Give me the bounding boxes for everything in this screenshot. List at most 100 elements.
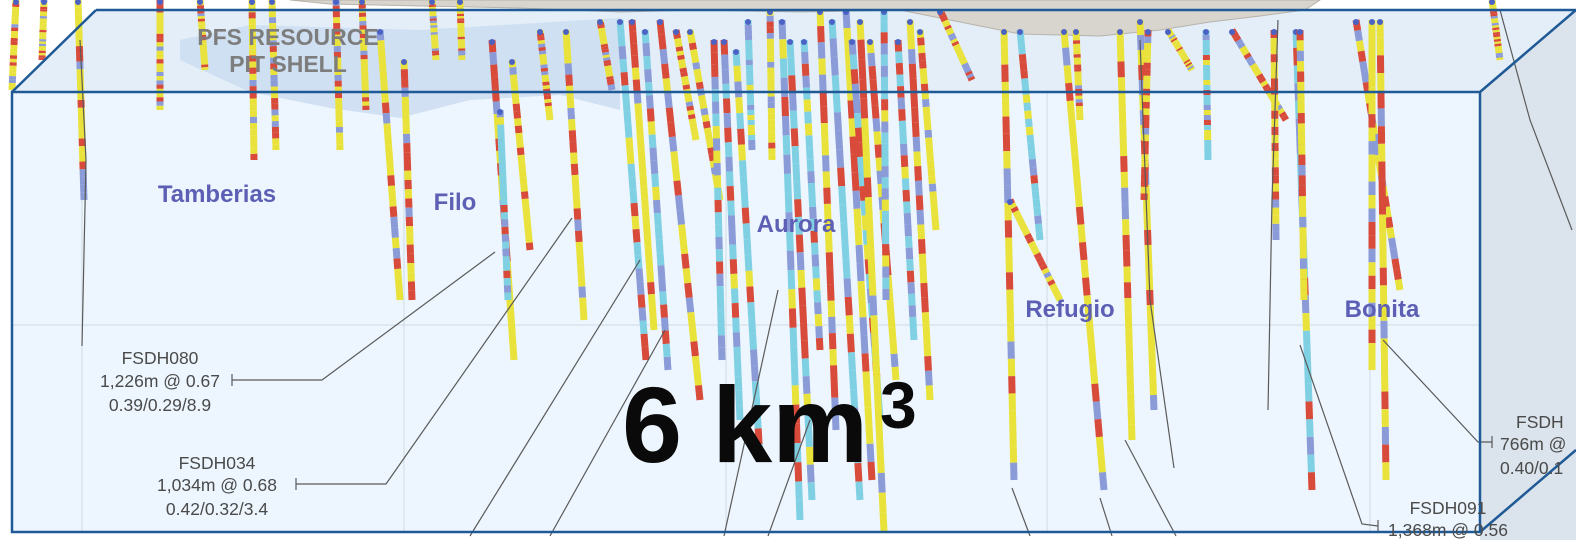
drillhole-segment <box>1175 45 1183 51</box>
drillhole-collar <box>857 19 863 25</box>
drillhole-segment <box>910 92 919 108</box>
drillhole-collar <box>497 109 503 115</box>
drillhole-segment <box>655 238 664 253</box>
drillhole-segment <box>1276 107 1285 115</box>
drillhole-segment <box>783 154 792 174</box>
drillhole-segment <box>928 183 937 192</box>
drillhole-segment <box>1024 110 1032 120</box>
drillhole-segment <box>908 293 916 306</box>
drillhole-segment <box>839 204 848 224</box>
drillhole-segment <box>1034 215 1042 225</box>
drillhole-segment <box>833 112 842 131</box>
drillhole-segment <box>784 173 792 194</box>
drillhole-segment <box>818 74 827 91</box>
drillhole-segment <box>702 120 711 129</box>
drillhole-segment <box>630 43 639 57</box>
drillhole-segment <box>1179 52 1187 58</box>
drillhole-segment <box>822 155 830 172</box>
drillhole-segment <box>815 337 824 351</box>
drillhole-segment <box>1028 240 1037 248</box>
drillhole-collar <box>1489 0 1495 5</box>
drillhole-segment <box>691 130 699 137</box>
drillhole-collar <box>657 19 663 25</box>
drillhole-segment <box>1302 330 1311 349</box>
drillhole-segment <box>645 258 654 271</box>
drillhole-segment <box>1047 279 1056 287</box>
drillhole-segment <box>818 58 826 75</box>
drillhole-segment <box>842 259 851 279</box>
drillhole-segment <box>661 63 670 79</box>
drillhole-segment <box>811 254 820 267</box>
drillhole-segment <box>915 195 924 211</box>
drillhole-segment <box>565 74 573 86</box>
drillhole-segment <box>904 224 912 237</box>
drillhole-segment <box>735 405 744 421</box>
drillhole-segment <box>657 265 666 279</box>
drillhole-segment <box>684 92 692 99</box>
drillhole-segment <box>1306 436 1315 455</box>
drillhole-segment <box>939 13 947 20</box>
drillhole-segment <box>658 278 667 292</box>
drillhole-segment <box>579 308 588 321</box>
drillhole-segment <box>864 407 873 426</box>
drillhole-collar <box>849 39 855 45</box>
drillhole-segment <box>742 223 751 240</box>
drillhole-segment <box>909 78 918 94</box>
drillhole-segment <box>725 156 734 172</box>
drillhole-segment <box>694 385 704 401</box>
drillhole-segment <box>788 308 797 328</box>
drillhole-segment <box>735 97 744 114</box>
drillhole-segment <box>677 54 685 61</box>
drillhole-segment <box>1372 144 1382 156</box>
drillhole-segment <box>854 226 863 246</box>
drillhole-segment <box>644 246 653 259</box>
drillhole-segment <box>813 290 822 303</box>
drillhole-segment <box>852 98 861 114</box>
drillhole-segment <box>659 48 669 65</box>
drillhole-segment <box>1393 268 1402 281</box>
drillhole-segment <box>653 212 662 227</box>
drillhole-segment <box>688 42 697 51</box>
drillhole-segment <box>507 310 515 324</box>
drillhole-segment <box>684 97 693 103</box>
drillhole-segment <box>694 75 703 83</box>
drillhole-segment <box>1094 418 1103 438</box>
drillhole-segment <box>888 327 897 342</box>
drillhole-segment <box>852 425 861 445</box>
drillhole-segment <box>858 299 867 318</box>
drillhole-segment <box>686 105 695 112</box>
drillhole-segment <box>1035 231 1044 241</box>
drillhole-segment <box>641 198 650 212</box>
drillhole-segment <box>635 268 644 282</box>
zone-label-refugio: Refugio <box>1025 296 1114 323</box>
drillhole-segment <box>691 55 700 64</box>
drillhole-segment <box>913 151 922 167</box>
drillhole-segment <box>570 163 579 176</box>
drillhole-segment <box>1019 61 1028 71</box>
drillhole-segment <box>779 39 787 59</box>
drillhole-segment <box>812 266 820 279</box>
drillhole-segment <box>1187 65 1195 71</box>
drillhole-segment <box>840 222 849 242</box>
drillhole-segment <box>898 109 906 121</box>
drillhole-segment <box>830 381 839 398</box>
drillhole-segment <box>930 198 938 208</box>
drillhole-segment <box>754 428 763 445</box>
drillhole-segment <box>728 229 737 245</box>
drillhole-collar <box>1353 19 1359 25</box>
drillhole-segment <box>620 72 629 86</box>
drillhole-segment <box>379 71 388 83</box>
drillhole-collar <box>1117 29 1123 35</box>
drillhole-segment <box>681 75 689 82</box>
drillhole-segment <box>824 219 833 237</box>
drillhole-segment <box>784 192 793 213</box>
drillhole-segment <box>920 75 928 85</box>
drillhole-segment <box>918 52 926 62</box>
drillhole-segment <box>563 40 571 53</box>
drillhole-segment <box>738 144 746 161</box>
drillhole-segment <box>874 393 882 415</box>
intercept-partial-hole: FSDH <box>1516 412 1564 432</box>
drillhole-segment <box>848 118 857 137</box>
drillhole-segment <box>853 208 862 228</box>
drillhole-segment <box>674 42 683 48</box>
